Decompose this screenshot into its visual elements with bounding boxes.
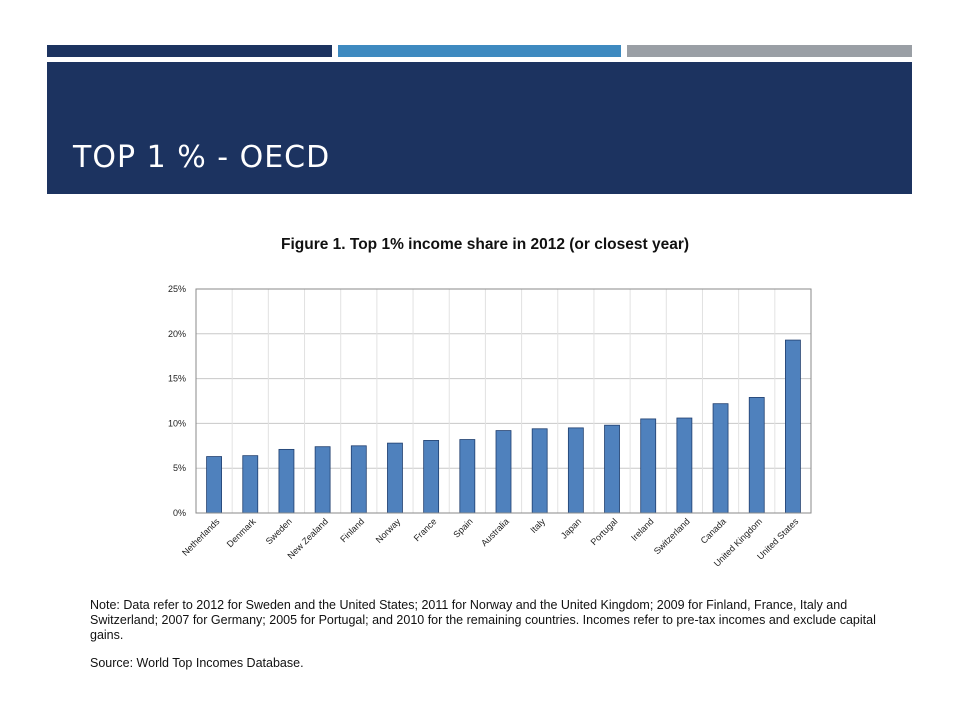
bar [387,442,403,514]
bar [785,339,801,514]
plot-frame [195,288,812,514]
bar [604,424,620,514]
title-band: TOP 1 % - OECD [47,62,912,194]
bar [567,427,584,514]
figure-title: Figure 1. Top 1% income share in 2012 (o… [280,236,690,253]
y-tick-label: 5% [173,463,186,473]
x-tick-label: Spain [451,516,474,539]
x-tick-label: Ireland [629,516,656,543]
y-tick-label: 25% [168,284,186,294]
x-tick-label: Sweden [264,516,294,546]
figure-note: Note: Data refer to 2012 for Sweden and … [90,598,876,642]
x-tick-label: Denmark [225,516,258,549]
figure-source: Source: World Top Incomes Database. [90,656,304,670]
x-tick-label: Finland [338,516,366,544]
y-tick-label: 20% [168,329,186,339]
x-tick-label: Portugal [589,516,620,547]
bar [531,428,548,514]
accent-bar-gray [627,45,912,57]
y-tick-label: 0% [173,508,186,518]
bar [206,456,222,514]
accent-bar-blue [338,45,621,57]
y-tick-label: 10% [168,418,186,428]
bar [314,446,331,514]
x-tick-label: Switzerland [652,516,692,556]
x-tick-label: Norway [374,516,403,545]
bar [495,430,512,514]
x-tick-label: Netherlands [180,516,222,558]
bar [459,439,476,514]
y-tick-label: 15% [168,374,186,384]
bar [640,418,657,514]
x-tick-label: Australia [479,516,511,548]
bar [423,440,440,514]
slide-title: TOP 1 % - OECD [73,140,331,175]
bar [712,403,729,514]
bar [242,455,259,514]
bar [350,445,367,514]
x-tick-label: Japan [559,516,583,540]
x-tick-label: France [412,516,439,543]
x-tick-label: Canada [699,516,728,545]
x-tick-label: Italy [528,516,547,535]
bar [676,417,693,514]
bar [748,397,765,514]
bar [278,448,295,514]
accent-bar-dark [47,45,332,57]
